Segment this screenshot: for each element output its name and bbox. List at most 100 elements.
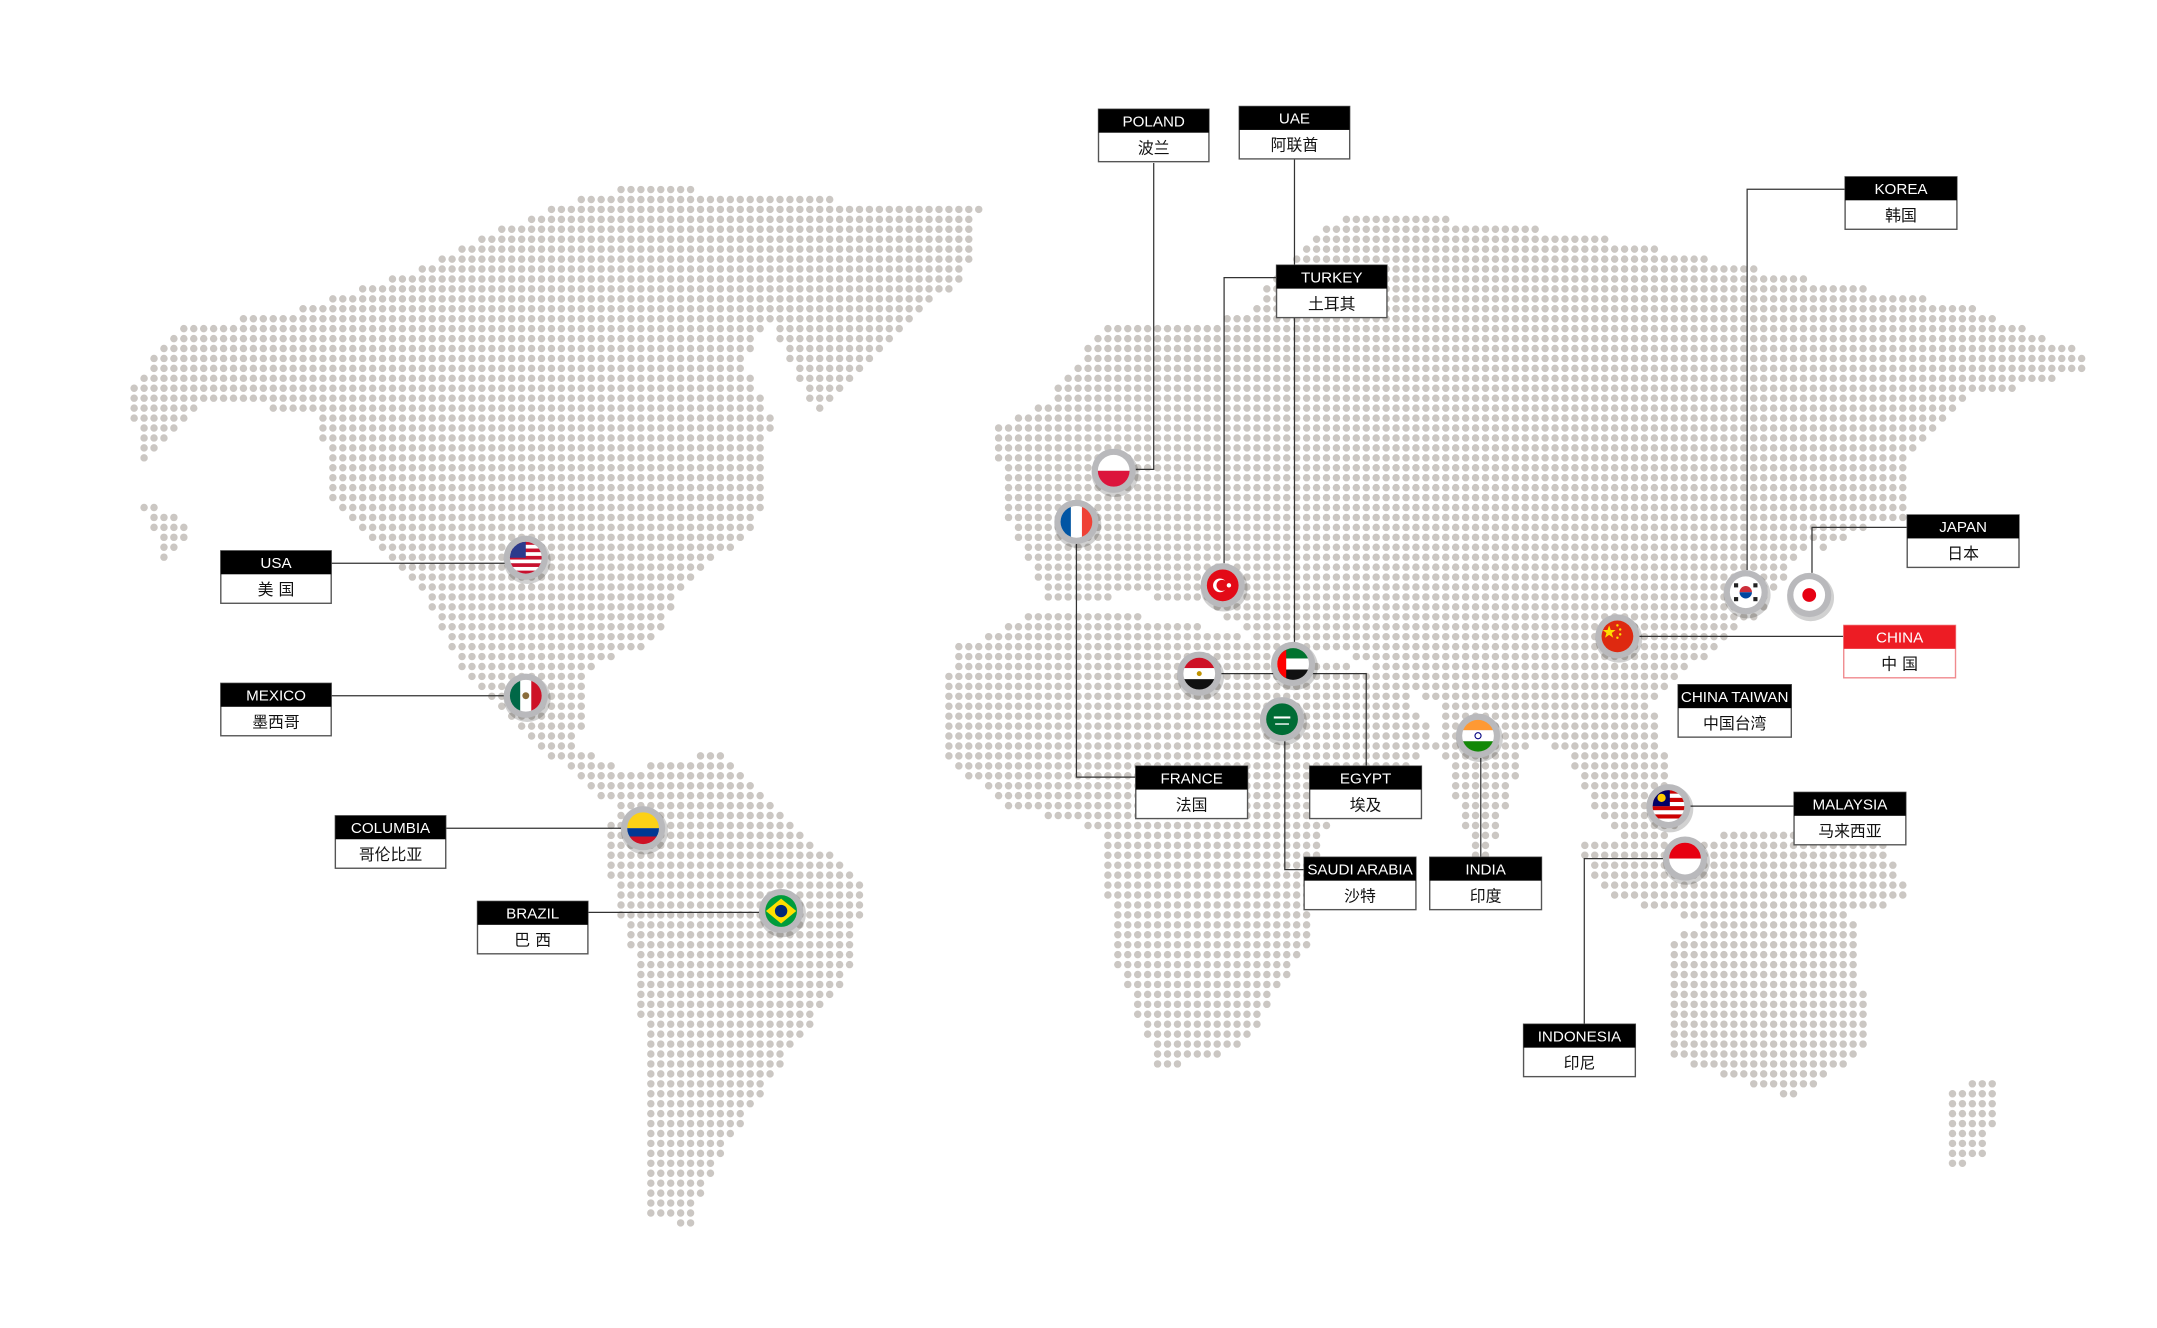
map-dot [1173,454,1182,462]
map-dot [1481,414,1490,422]
map-dot [1322,523,1331,532]
map-dot [1074,414,1082,422]
map-dot [1451,314,1460,323]
map-dot [1402,513,1410,522]
map-dot [378,414,387,422]
map-dot [1074,583,1082,591]
map-dot [1432,404,1440,412]
map-dot [468,354,476,363]
map-dot [1620,334,1629,343]
map-dot [1759,473,1768,482]
map-dot [1620,324,1629,333]
map-dot [1889,473,1897,482]
map-dot [1402,225,1410,234]
map-dot [1690,255,1698,263]
map-dot [1680,573,1688,581]
map-dot [1799,464,1808,472]
map-dot [1312,454,1321,462]
map-dot [537,225,546,234]
map-dot [1511,305,1520,313]
map-dot [1829,354,1837,363]
map-dot [1869,295,1877,303]
map-dot [1471,533,1480,542]
map-dot [170,334,178,343]
map-dot [309,334,317,343]
map-dot [1253,334,1261,343]
map-dot [289,324,297,333]
map-dot [1143,344,1152,353]
map-dot [726,543,735,551]
map-dot [637,364,645,373]
map-dot [1302,404,1311,412]
map-dot [1998,384,2006,392]
map-dot [557,424,566,432]
map-dot [1630,324,1639,333]
map-dot [438,464,446,472]
map-dot [1789,275,1798,283]
map-dot [1899,464,1907,472]
map-dot [1054,414,1062,422]
map-dot [160,344,168,353]
map-dot [249,394,258,402]
map-dot [1173,493,1182,502]
map-dot [1839,493,1847,502]
map-dot [1442,344,1450,353]
map-dot [488,543,496,551]
map-dot [1869,513,1877,522]
map-dot [1591,483,1599,492]
map-dot [458,563,466,571]
map-dot [378,295,387,303]
map-dot [657,424,665,432]
map-dot [1799,295,1808,303]
map-dot [1561,573,1569,581]
map-dot [1004,454,1013,462]
map-dot [855,285,864,293]
map-dot [1382,493,1390,502]
map-dot [597,543,605,551]
map-dot [408,324,417,333]
map-dot [1263,374,1271,383]
map-dot [647,424,655,432]
map-dot [527,513,536,522]
map-dot [1809,364,1818,373]
map-dot [358,444,367,452]
map-dot [299,354,307,363]
map-dot [1501,583,1510,591]
map-dot [1263,324,1271,333]
map-dot [140,444,148,452]
map-dot [706,444,715,452]
map-dot [408,444,417,452]
map-dot [676,235,685,243]
map-dot [1163,473,1172,482]
map-dot [557,334,566,343]
map-dot [1918,364,1927,373]
map-dot [1600,374,1609,383]
map-dot [1581,493,1589,502]
map-dot [617,543,625,551]
map-dot [1531,384,1539,392]
map-dot [666,364,675,373]
map-dot [1352,493,1361,502]
map-dot [895,255,903,263]
map-dot [1859,454,1867,462]
map-dot [1620,245,1629,253]
map-dot [1283,394,1291,402]
map-dot [1789,334,1798,343]
map-dot [696,503,705,512]
map-dot [358,503,367,512]
map-dot [1253,483,1261,492]
map-dot [617,215,625,224]
map-dot [1193,334,1202,343]
map-dot [1203,404,1211,412]
map-dot [716,503,725,512]
map-dot [1511,295,1520,303]
map-dot [418,305,427,313]
map-dot [1531,354,1539,363]
map-dot [1283,364,1291,373]
map-dot [1014,414,1023,422]
map-dot [468,344,476,353]
map-dot [1918,314,1927,323]
map-dot [1163,374,1172,383]
map-dot [786,354,794,363]
map-dot [488,553,496,561]
